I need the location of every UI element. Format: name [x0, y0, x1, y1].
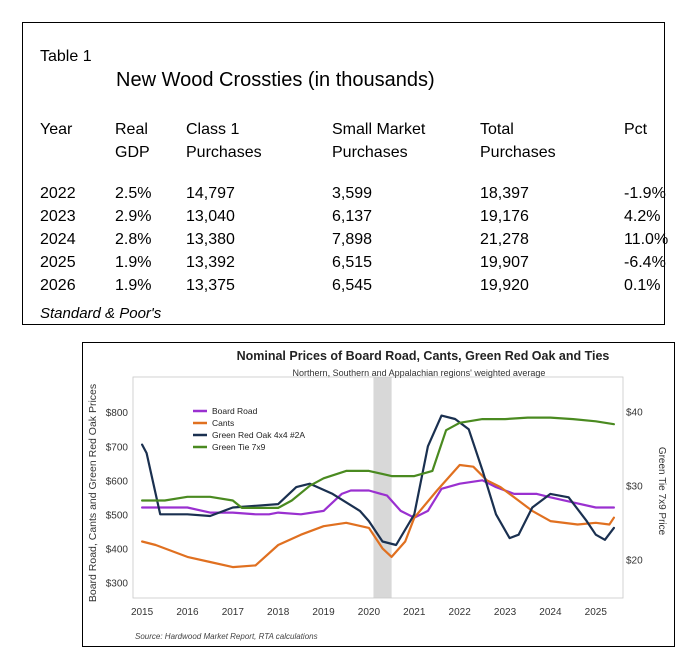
plot-frame [132, 376, 624, 599]
column-header: Purchases [332, 144, 408, 161]
table-cell: 4.2% [624, 208, 661, 225]
table-cell: 2024 [40, 231, 76, 248]
table-cell: 14,797 [186, 185, 235, 202]
table-cell: 2022 [40, 185, 76, 202]
table-cell: 11.0% [624, 231, 669, 248]
column-header: Small Market [332, 121, 426, 138]
table-label: Table 1 [40, 48, 92, 65]
y-axis-title: Board Road, Cants and Green Red Oak Pric… [87, 384, 99, 602]
x-tick-label: 2025 [585, 607, 608, 618]
x-tick-label: 2018 [267, 607, 290, 618]
table-cell: 7,898 [332, 231, 373, 248]
table-cell: 19,176 [480, 208, 529, 225]
y2-axis-title: Green Tie 7x9 Price [656, 447, 667, 536]
table-cell: 2.9% [115, 208, 152, 225]
y-tick-label: $500 [106, 510, 129, 521]
table-cell: 2.5% [115, 185, 152, 202]
y2-tick-label: $20 [626, 556, 643, 567]
price-chart-svg: Nominal Prices of Board Road, Cants, Gre… [87, 349, 667, 641]
column-header: Real [115, 121, 148, 138]
table-cell: 13,040 [186, 208, 235, 225]
table-cell: 6,137 [332, 208, 373, 225]
y-tick-label: $600 [106, 476, 129, 487]
column-header: Purchases [480, 144, 556, 161]
y2-tick-label: $30 [626, 482, 643, 493]
legend-label: Green Red Oak 4x4 #2A [212, 430, 305, 440]
table-cell: 1.9% [115, 254, 152, 271]
x-tick-label: 2015 [131, 607, 154, 618]
chart-subtitle: Northern, Southern and Appalachian regio… [293, 368, 546, 378]
column-header: GDP [115, 144, 150, 161]
table-cell: 6,545 [332, 277, 373, 294]
chart-title: Nominal Prices of Board Road, Cants, Gre… [237, 349, 610, 363]
legend-label: Green Tie 7x9 [212, 442, 266, 452]
series-line [140, 463, 616, 569]
table-cell: -1.9% [624, 185, 666, 202]
series-line [140, 479, 616, 519]
table-cell: 2.8% [115, 231, 152, 248]
table-cell: 13,375 [186, 277, 235, 294]
table-source: Standard & Poor's [40, 305, 162, 322]
series-line [140, 416, 616, 509]
table-cell: 13,392 [186, 254, 235, 271]
x-tick-label: 2019 [312, 607, 335, 618]
legend-label: Board Road [212, 406, 258, 416]
table-cell: -6.4% [624, 254, 666, 271]
x-tick-label: 2020 [358, 607, 381, 618]
table-cell: 1.9% [115, 277, 152, 294]
table-cell: 18,397 [480, 185, 529, 202]
column-header: Class 1 [186, 121, 240, 138]
column-header: Total [480, 121, 514, 138]
x-tick-label: 2016 [176, 607, 199, 618]
series-line [140, 414, 616, 547]
x-tick-label: 2017 [222, 607, 245, 618]
x-tick-label: 2021 [403, 607, 426, 618]
table-title: New Wood Crossties (in thousands) [116, 69, 435, 91]
y-tick-label: $800 [106, 408, 129, 419]
y2-tick-label: $40 [626, 408, 643, 419]
table-cell: 0.1% [624, 277, 661, 294]
legend-label: Cants [212, 418, 234, 428]
column-header: Year [40, 121, 73, 138]
x-tick-label: 2022 [449, 607, 472, 618]
table-cell: 2026 [40, 277, 76, 294]
table-cell: 6,515 [332, 254, 373, 271]
column-header: Pct [624, 121, 648, 138]
table-cell: 2023 [40, 208, 76, 225]
table-cell: 19,920 [480, 277, 529, 294]
crossties-table: Table 1 New Wood Crossties (in thousands… [22, 22, 669, 325]
table-cell: 2025 [40, 254, 76, 271]
price-chart: Nominal Prices of Board Road, Cants, Gre… [82, 342, 675, 647]
y-tick-label: $400 [106, 544, 129, 555]
column-header: Purchases [186, 144, 262, 161]
table-cell: 19,907 [480, 254, 529, 271]
table-cell: 13,380 [186, 231, 235, 248]
table-cell: 3,599 [332, 185, 373, 202]
x-tick-label: 2024 [539, 607, 562, 618]
x-tick-label: 2023 [494, 607, 517, 618]
y-tick-label: $300 [106, 578, 129, 589]
chart-source: Source: Hardwood Market Report, RTA calc… [135, 632, 318, 641]
table-cell: 21,278 [480, 231, 529, 248]
y-tick-label: $700 [106, 442, 129, 453]
recession-band [373, 377, 392, 598]
